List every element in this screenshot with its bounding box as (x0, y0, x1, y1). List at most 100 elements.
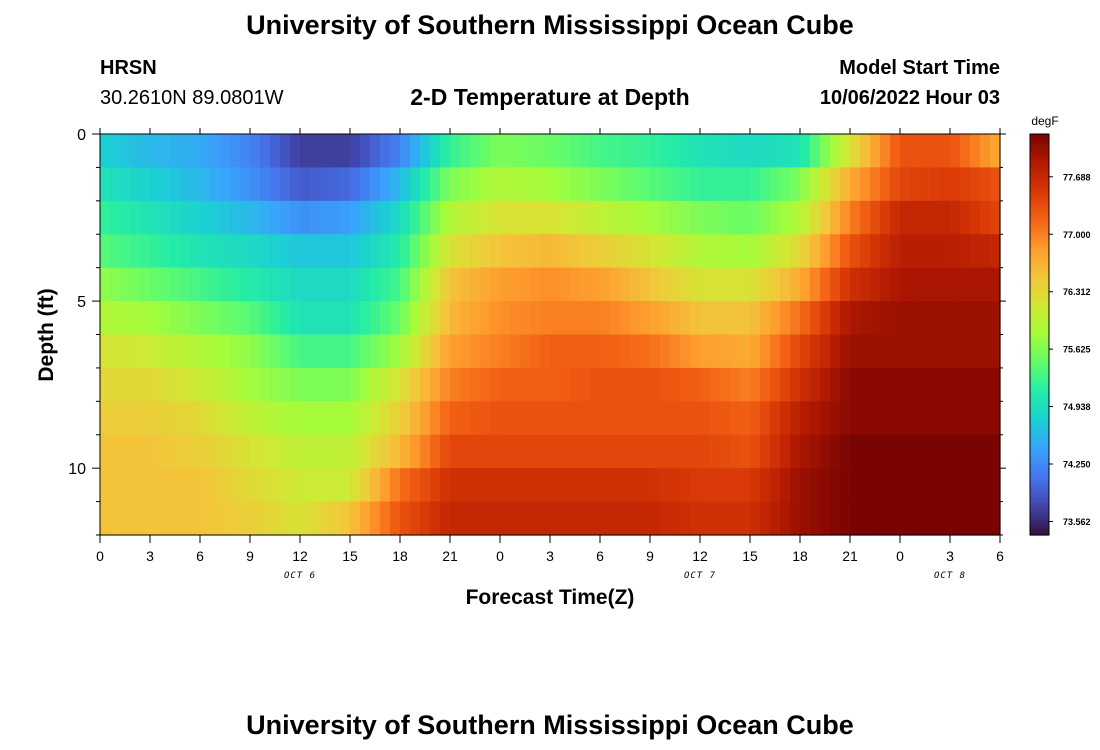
heatmap-cell (620, 200, 631, 235)
heatmap-cell (540, 367, 551, 402)
heatmap-cell (430, 200, 441, 235)
heatmap-cell (940, 367, 951, 402)
heatmap-cell (390, 267, 401, 302)
heatmap-cell (320, 501, 331, 536)
heatmap-cell (960, 468, 971, 503)
heatmap-cell (170, 468, 181, 503)
heatmap-cell (740, 134, 751, 169)
heatmap-cell (320, 267, 331, 302)
heatmap-cell (980, 267, 991, 302)
heatmap-cell (660, 167, 671, 202)
heatmap-cell (570, 267, 581, 302)
heatmap-cell (920, 200, 931, 235)
heatmap-cell (140, 401, 151, 436)
heatmap-cell (440, 301, 451, 336)
heatmap-cell (960, 267, 971, 302)
heatmap-cell (720, 200, 731, 235)
heatmap-cell (490, 468, 501, 503)
heatmap-cell (860, 367, 871, 402)
heatmap-cell (950, 501, 961, 536)
heatmap-cell (970, 301, 981, 336)
heatmap-cell (780, 134, 791, 169)
heatmap-cell (350, 468, 361, 503)
colorbar-segment (1030, 220, 1049, 225)
x-tick-label: 0 (96, 548, 104, 564)
heatmap-cell (310, 167, 321, 202)
heatmap-cell (960, 134, 971, 169)
heatmap-cell (510, 200, 521, 235)
heatmap-cell (640, 301, 651, 336)
heatmap-cell (870, 501, 881, 536)
heatmap-cell (790, 267, 801, 302)
heatmap-cell (890, 334, 901, 369)
heatmap-cell (560, 434, 571, 469)
heatmap-cell (130, 167, 141, 202)
colorbar-segment (1030, 444, 1049, 449)
heatmap-cell (270, 200, 281, 235)
heatmap-cell (680, 267, 691, 302)
colorbar-segment (1030, 207, 1049, 212)
heatmap-cell (840, 334, 851, 369)
heatmap-cell (530, 334, 541, 369)
heatmap-cell (500, 334, 511, 369)
heatmap-cell (790, 401, 801, 436)
heatmap-cell (690, 401, 701, 436)
colorbar-segment (1030, 324, 1049, 329)
heatmap-cell (800, 267, 811, 302)
heatmap-cell (980, 401, 991, 436)
colorbar-segment (1030, 367, 1049, 372)
heatmap-cell (770, 200, 781, 235)
x-tick-label: 18 (392, 548, 408, 564)
heatmap-cell (210, 334, 221, 369)
heatmap-cell (740, 234, 751, 269)
heatmap-cell (560, 267, 571, 302)
heatmap-cell (740, 367, 751, 402)
heatmap-cell (990, 301, 1001, 336)
heatmap-cell (220, 367, 231, 402)
heatmap-cell (300, 301, 311, 336)
heatmap-cell (670, 401, 681, 436)
heatmap-cell (430, 301, 441, 336)
heatmap-cell (510, 301, 521, 336)
heatmap-cell (800, 434, 811, 469)
heatmap-cell (640, 267, 651, 302)
heatmap-cell (970, 234, 981, 269)
colorbar-segment (1030, 441, 1049, 446)
heatmap-cell (540, 401, 551, 436)
heatmap-cell (510, 234, 521, 269)
heatmap-cell (570, 134, 581, 169)
chart-subtitle: 2-D Temperature at Depth (410, 84, 690, 110)
heatmap-cell (560, 334, 571, 369)
heatmap-cell (810, 267, 821, 302)
heatmap-cell (910, 367, 921, 402)
heatmap-cell (480, 468, 491, 503)
heatmap-cell (590, 468, 601, 503)
heatmap-cell (290, 434, 301, 469)
heatmap-cell (950, 167, 961, 202)
heatmap-cell (510, 401, 521, 436)
heatmap-cell (720, 501, 731, 536)
heatmap-cell (630, 200, 641, 235)
colorbar-segment (1030, 414, 1049, 419)
heatmap-cell (380, 434, 391, 469)
heatmap-cell (530, 401, 541, 436)
heatmap-cell (530, 367, 541, 402)
heatmap-cell (920, 134, 931, 169)
colorbar-segment (1030, 247, 1049, 252)
heatmap-cell (280, 301, 291, 336)
heatmap-cell (550, 434, 561, 469)
heatmap-cell (250, 468, 261, 503)
heatmap-cell (140, 501, 151, 536)
heatmap-cell (180, 134, 191, 169)
heatmap-cell (290, 234, 301, 269)
heatmap-cell (790, 200, 801, 235)
colorbar-segment (1030, 184, 1049, 189)
heatmap-cell (640, 434, 651, 469)
colorbar-segment (1030, 461, 1049, 466)
heatmap-cell (440, 200, 451, 235)
heatmap-cell (370, 334, 381, 369)
heatmap-cell (360, 501, 371, 536)
heatmap-cell (210, 468, 221, 503)
heatmap-cell (760, 434, 771, 469)
heatmap-cell (110, 200, 121, 235)
